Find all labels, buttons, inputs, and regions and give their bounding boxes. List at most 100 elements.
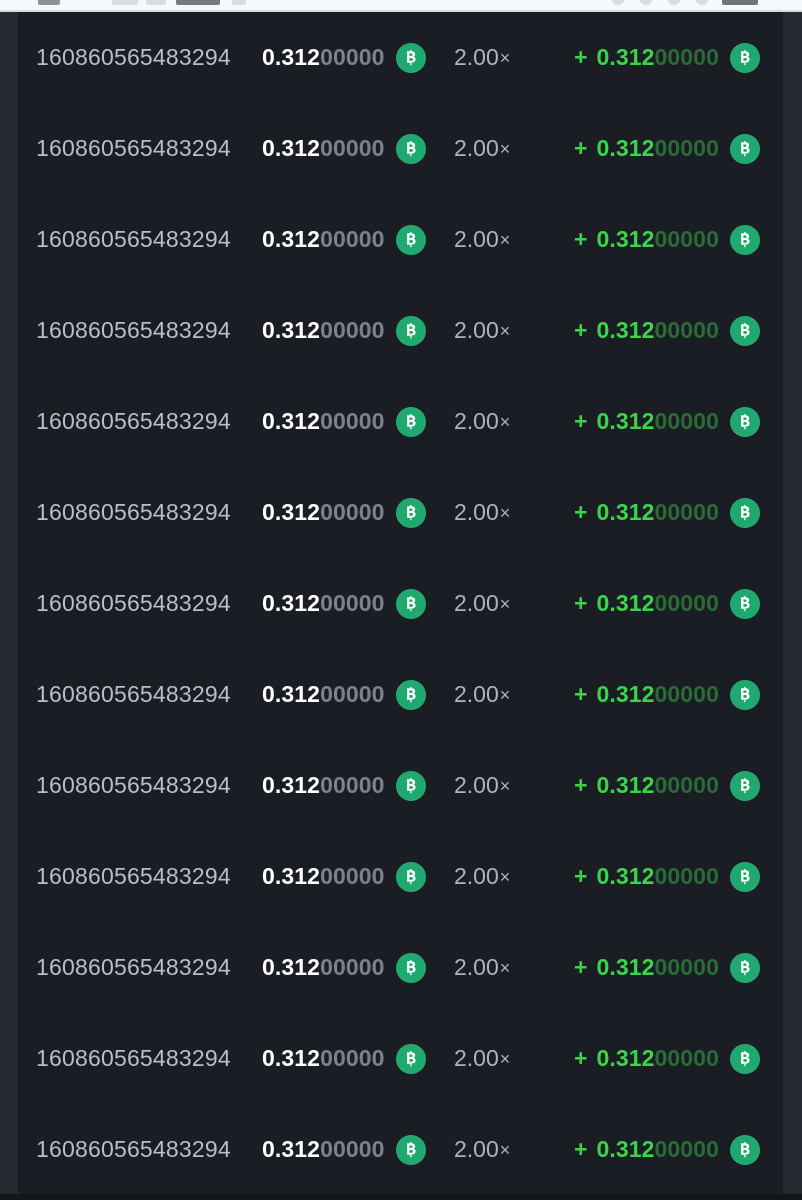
payout-sign: + <box>574 863 588 889</box>
table-row[interactable]: 160860565483294 0.31200000 2.00× + 0.312… <box>18 922 783 1013</box>
table-row[interactable]: 160860565483294 0.31200000 2.00× + 0.312… <box>18 649 783 740</box>
bitcoin-coin-icon <box>729 588 760 619</box>
payout-significant: 0.312 <box>596 44 655 70</box>
bet-id: 160860565483294 <box>36 1136 231 1162</box>
payout-significant: 0.312 <box>596 408 655 434</box>
multiplier: 2.00× <box>454 317 574 344</box>
payout-significant: 0.312 <box>596 772 655 798</box>
multiplier-value: 2.00 <box>454 772 499 798</box>
payout-sign: + <box>574 499 588 525</box>
toolbar-icon-1[interactable] <box>612 0 624 5</box>
bet-amount: 0.31200000 <box>262 317 385 344</box>
multiplier-suffix: × <box>499 321 511 341</box>
bitcoin-coin-icon <box>729 1134 760 1165</box>
multiplier-value: 2.00 <box>454 681 499 707</box>
payout-cell: + 0.31200000 <box>574 224 783 255</box>
payout-trailing: 00000 <box>654 44 719 70</box>
menu-icon[interactable] <box>38 0 60 5</box>
bitcoin-coin-icon <box>729 1043 760 1074</box>
table-row[interactable]: 160860565483294 0.31200000 2.00× + 0.312… <box>18 1104 783 1195</box>
multiplier: 2.00× <box>454 408 574 435</box>
payout-significant: 0.312 <box>596 954 655 980</box>
table-row[interactable]: 160860565483294 0.31200000 2.00× + 0.312… <box>18 558 783 649</box>
multiplier-value: 2.00 <box>454 408 499 434</box>
multiplier-value: 2.00 <box>454 1045 499 1071</box>
bitcoin-coin-icon <box>729 679 760 710</box>
bet-amount: 0.31200000 <box>262 681 385 708</box>
bet-amount-cell: 0.31200000 <box>262 1043 454 1074</box>
bet-id: 160860565483294 <box>36 590 231 616</box>
table-row[interactable]: 160860565483294 0.31200000 2.00× + 0.312… <box>18 285 783 376</box>
bet-list[interactable]: 160860565483294 0.31200000 2.00× + 0.312… <box>18 12 783 1195</box>
bet-amount: 0.31200000 <box>262 135 385 162</box>
payout-trailing: 00000 <box>654 408 719 434</box>
bet-amount-significant: 0.312 <box>262 863 321 889</box>
bet-amount-trailing: 00000 <box>320 408 385 434</box>
table-row[interactable]: 160860565483294 0.31200000 2.00× + 0.312… <box>18 467 783 558</box>
bet-id: 160860565483294 <box>36 681 231 707</box>
bitcoin-coin-icon <box>729 133 760 164</box>
payout-trailing: 00000 <box>654 1045 719 1071</box>
payout-cell: + 0.31200000 <box>574 406 783 437</box>
table-row[interactable]: 160860565483294 0.31200000 2.00× + 0.312… <box>18 831 783 922</box>
bet-amount-cell: 0.31200000 <box>262 861 454 892</box>
multiplier-value: 2.00 <box>454 1136 499 1162</box>
payout-cell: + 0.31200000 <box>574 770 783 801</box>
bet-amount: 0.31200000 <box>262 499 385 526</box>
table-row[interactable]: 160860565483294 0.31200000 2.00× + 0.312… <box>18 1013 783 1104</box>
multiplier-value: 2.00 <box>454 135 499 161</box>
payout-cell: + 0.31200000 <box>574 1043 783 1074</box>
bet-amount-cell: 0.31200000 <box>262 133 454 164</box>
multiplier-suffix: × <box>499 1140 511 1160</box>
bitcoin-coin-icon <box>729 770 760 801</box>
bitcoin-coin-icon <box>729 406 760 437</box>
payout-amount: 0.31200000 <box>596 863 719 890</box>
bet-amount-trailing: 00000 <box>320 681 385 707</box>
payout-sign: + <box>574 1045 588 1071</box>
bet-amount-trailing: 00000 <box>320 44 385 70</box>
chevron-down-icon[interactable] <box>232 0 246 5</box>
payout-sign: + <box>574 317 588 343</box>
bet-amount-trailing: 00000 <box>320 226 385 252</box>
multiplier-suffix: × <box>499 958 511 978</box>
multiplier-value: 2.00 <box>454 863 499 889</box>
payout-cell: + 0.31200000 <box>574 679 783 710</box>
table-row[interactable]: 160860565483294 0.31200000 2.00× + 0.312… <box>18 103 783 194</box>
payout-amount: 0.31200000 <box>596 590 719 617</box>
multiplier-suffix: × <box>499 594 511 614</box>
payout-trailing: 00000 <box>654 590 719 616</box>
bitcoin-coin-icon <box>395 861 426 892</box>
bet-id: 160860565483294 <box>36 408 231 434</box>
account-button[interactable] <box>722 0 758 5</box>
bitcoin-coin-icon <box>729 315 760 346</box>
table-row[interactable]: 160860565483294 0.31200000 2.00× + 0.312… <box>18 740 783 831</box>
payout-trailing: 00000 <box>654 954 719 980</box>
payout-significant: 0.312 <box>596 1045 655 1071</box>
multiplier: 2.00× <box>454 681 574 708</box>
multiplier-suffix: × <box>499 503 511 523</box>
payout-cell: + 0.31200000 <box>574 1134 783 1165</box>
bet-amount-cell: 0.31200000 <box>262 406 454 437</box>
payout-amount: 0.31200000 <box>596 408 719 435</box>
bet-amount-significant: 0.312 <box>262 499 321 525</box>
table-row[interactable]: 160860565483294 0.31200000 2.00× + 0.312… <box>18 376 783 467</box>
toolbar-icon-2[interactable] <box>640 0 652 5</box>
bet-amount-significant: 0.312 <box>262 226 321 252</box>
bet-amount-cell: 0.31200000 <box>262 42 454 73</box>
payout-amount: 0.31200000 <box>596 772 719 799</box>
payout-cell: + 0.31200000 <box>574 861 783 892</box>
bitcoin-coin-icon <box>395 42 426 73</box>
bet-id: 160860565483294 <box>36 1045 231 1071</box>
payout-significant: 0.312 <box>596 1136 655 1162</box>
bet-amount-significant: 0.312 <box>262 135 321 161</box>
bet-id: 160860565483294 <box>36 863 231 889</box>
payout-sign: + <box>574 135 588 161</box>
toolbar-icon-3[interactable] <box>668 0 680 5</box>
bet-amount-trailing: 00000 <box>320 863 385 889</box>
bet-amount-significant: 0.312 <box>262 1045 321 1071</box>
table-row[interactable]: 160860565483294 0.31200000 2.00× + 0.312… <box>18 12 783 103</box>
toolbar-icon-4[interactable] <box>696 0 708 5</box>
table-row[interactable]: 160860565483294 0.31200000 2.00× + 0.312… <box>18 194 783 285</box>
bet-id: 160860565483294 <box>36 954 231 980</box>
